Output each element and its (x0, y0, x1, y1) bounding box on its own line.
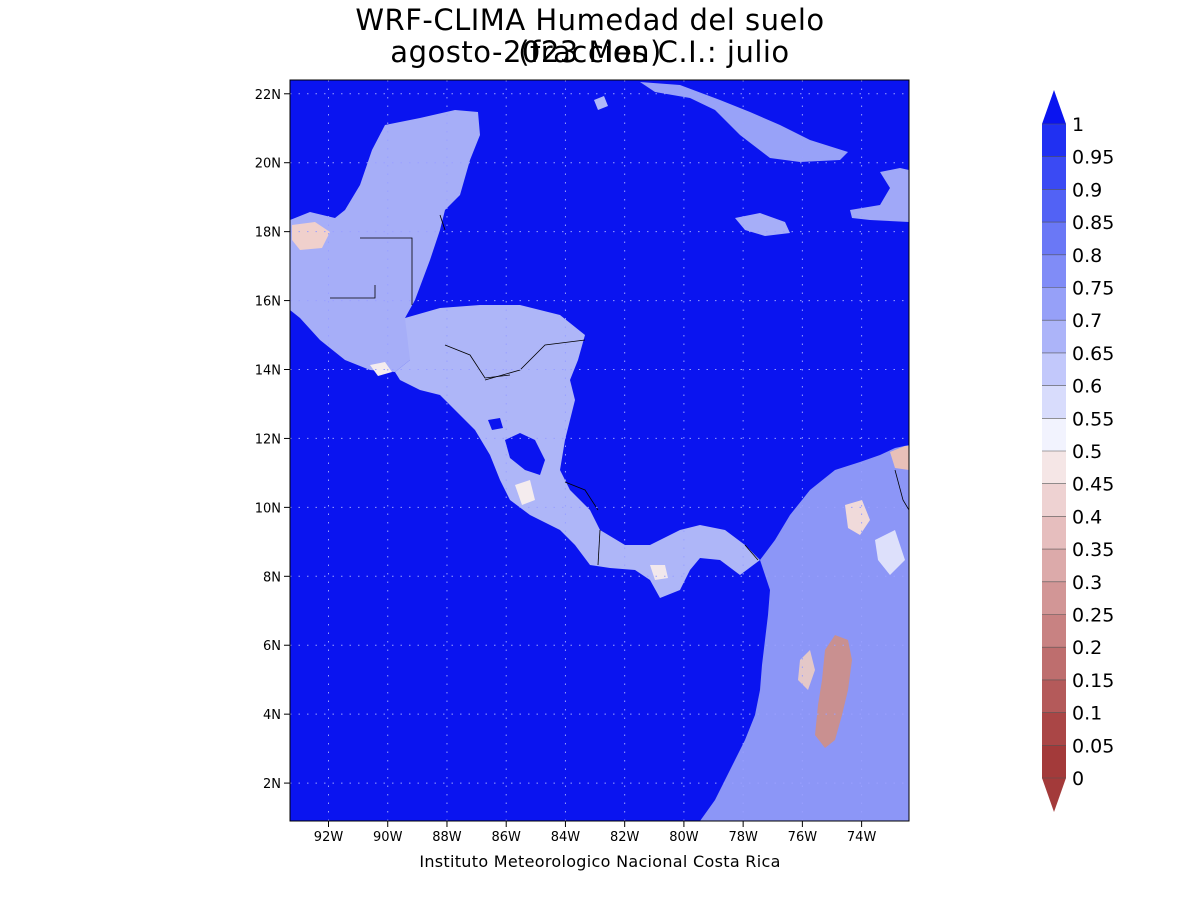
y-axis-ticks: 2N 4N 6N 8N 10N 12N 14N 16N 18N 20N 22N (255, 88, 290, 792)
colorbar-band (1042, 712, 1066, 746)
land-jamaica (735, 213, 790, 236)
colorbar-top-arrow (1042, 90, 1066, 124)
colorbar-label: 0.9 (1072, 179, 1102, 201)
dry-patch-andes-light (798, 650, 815, 690)
colorbar-band (1042, 679, 1066, 714)
land-isla-juventud (594, 96, 608, 110)
y-tick-label: 8N (263, 570, 281, 585)
y-tick-label: 22N (255, 88, 281, 103)
colorbar-band (1042, 483, 1066, 517)
dry-patch-andes (815, 635, 852, 748)
colorbar-band (1042, 385, 1066, 419)
x-tick-label: 74W (847, 830, 877, 845)
colorbar-label: 0.45 (1072, 474, 1114, 496)
y-tick-label: 14N (255, 364, 281, 379)
colorbar-label: 0.1 (1072, 703, 1102, 725)
pale-patch-nicoya (515, 480, 535, 505)
map-title-line-2: agosto-2023 Mes C.I.: julio (390, 35, 790, 69)
colorbar-label: 0.35 (1072, 539, 1114, 561)
colorbar-label: 0.05 (1072, 735, 1114, 757)
colorbar-band (1042, 549, 1066, 583)
pale-patch-colombia-east (875, 530, 905, 575)
land-cuba (640, 82, 848, 162)
colorbar-label: 0.7 (1072, 310, 1102, 332)
colorbar-label: 0.2 (1072, 637, 1102, 659)
x-tick-label: 90W (373, 830, 403, 845)
land-mexico-guatemala (290, 110, 480, 372)
y-tick-label: 6N (263, 639, 281, 654)
colorbar-band (1042, 189, 1066, 223)
colorbar-band (1042, 320, 1066, 354)
x-tick-label: 82W (610, 830, 640, 845)
colorbar-label: 0.6 (1072, 376, 1102, 398)
colorbar-band (1042, 287, 1066, 321)
y-tick-label: 16N (255, 295, 281, 310)
colorbar-band (1042, 418, 1066, 452)
dry-patch-guajira (890, 446, 909, 470)
colorbar-label: 0.8 (1072, 245, 1102, 267)
footer-credit: Instituto Meteorologico Nacional Costa R… (419, 852, 781, 871)
colorbar-band (1042, 745, 1066, 779)
colorbar-band (1042, 581, 1066, 615)
y-tick-label: 20N (255, 157, 281, 172)
x-tick-label: 78W (728, 830, 758, 845)
x-tick-label: 92W (314, 830, 344, 845)
country-borders (330, 214, 909, 566)
colorbar-band (1042, 156, 1066, 190)
colorbar-label: 0 (1072, 768, 1084, 790)
colorbar-band (1042, 254, 1066, 288)
x-tick-label: 80W (669, 830, 699, 845)
x-tick-label: 84W (551, 830, 581, 845)
colorbar-label: 0.65 (1072, 343, 1114, 365)
colorbar-band (1042, 451, 1066, 485)
lake-nicaragua (505, 433, 545, 475)
colorbar-label: 0.3 (1072, 572, 1102, 594)
x-tick-label: 76W (788, 830, 818, 845)
y-tick-label: 10N (255, 501, 281, 516)
dry-patch-caribbean-colombia (845, 500, 870, 535)
colorbar-label: 0.5 (1072, 441, 1102, 463)
pale-patch-pacific-coast (370, 362, 392, 376)
colorbar-label: 0.4 (1072, 506, 1102, 528)
y-tick-label: 18N (255, 226, 281, 241)
x-axis-ticks: 92W 90W 88W 86W 84W 82W 80W 78W 76W 74W (314, 821, 877, 845)
land-colombia (700, 445, 909, 821)
colorbar-band (1042, 352, 1066, 387)
map-title-line-1: WRF-CLIMA Humedad del suelo (fraccion) (355, 3, 825, 69)
colorbar-band (1042, 614, 1066, 648)
colorbar-bottom-arrow (1042, 778, 1066, 812)
lake-managua (488, 418, 503, 430)
colorbar-label: 1 (1072, 114, 1084, 136)
colorbar-label: 0.25 (1072, 605, 1114, 627)
pale-patch-azuero (650, 565, 668, 580)
colorbar-label: 0.95 (1072, 147, 1114, 169)
y-tick-label: 4N (263, 708, 281, 723)
colorbar-label: 0.55 (1072, 408, 1114, 430)
colorbar-band (1042, 124, 1066, 158)
y-tick-label: 12N (255, 432, 281, 447)
y-tick-label: 2N (263, 777, 281, 792)
map-frame (289, 79, 910, 822)
dry-patch-mexico (292, 222, 330, 250)
colorbar-band (1042, 647, 1066, 681)
colorbar-label: 0.85 (1072, 212, 1114, 234)
x-tick-label: 88W (432, 830, 462, 845)
colorbar-band (1042, 516, 1066, 550)
map-grid (290, 80, 909, 821)
land-areas (290, 82, 909, 821)
colorbar-label: 0.15 (1072, 670, 1114, 692)
x-tick-label: 86W (492, 830, 522, 845)
colorbar-band (1042, 222, 1066, 256)
colorbar-label: 0.75 (1072, 278, 1114, 300)
land-hispaniola (850, 168, 909, 222)
